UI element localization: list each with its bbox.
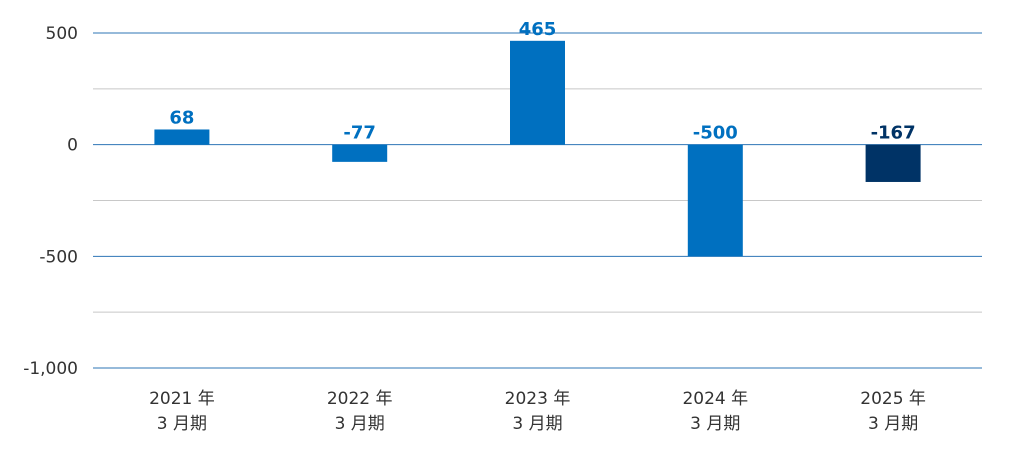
x-category-label: 2023 年 [505, 389, 571, 409]
bar [154, 129, 210, 145]
bars [154, 40, 921, 257]
data-label: -167 [871, 123, 916, 144]
y-tick-label: 0 [67, 136, 78, 156]
x-axis-categories: 2021 年 3 月期 2022 年 3 月期 2023 年 3 月期 2024 年 3 月期… [149, 389, 926, 434]
x-category-label: 2022 年 [327, 389, 393, 409]
x-category-label: 2024 年 [682, 389, 748, 409]
bar [865, 144, 921, 182]
x-category-label: 3 月期 [512, 414, 562, 434]
y-tick-label: 500 [46, 24, 78, 44]
y-tick-label: -500 [39, 247, 78, 267]
y-tick-label: -1,000 [23, 359, 78, 379]
data-label: 68 [169, 107, 194, 128]
bar [687, 144, 743, 257]
x-category-label: 3 月期 [690, 414, 740, 434]
bar [332, 144, 388, 162]
bar [510, 40, 565, 145]
data-label: -500 [693, 123, 738, 144]
x-category-label: 3 月期 [157, 414, 207, 434]
data-label: 465 [519, 19, 557, 40]
data-label: -77 [343, 123, 376, 144]
x-category-label: 2025 年 [860, 389, 926, 409]
x-category-label: 2021 年 [149, 389, 215, 409]
gridlines [93, 32, 982, 369]
x-category-label: 3 月期 [335, 414, 385, 434]
data-labels: 68 -77 465 -500 -167 [169, 19, 915, 144]
x-category-label: 3 月期 [868, 414, 918, 434]
y-axis-ticks: 500 0 -500 -1,000 [23, 24, 78, 379]
